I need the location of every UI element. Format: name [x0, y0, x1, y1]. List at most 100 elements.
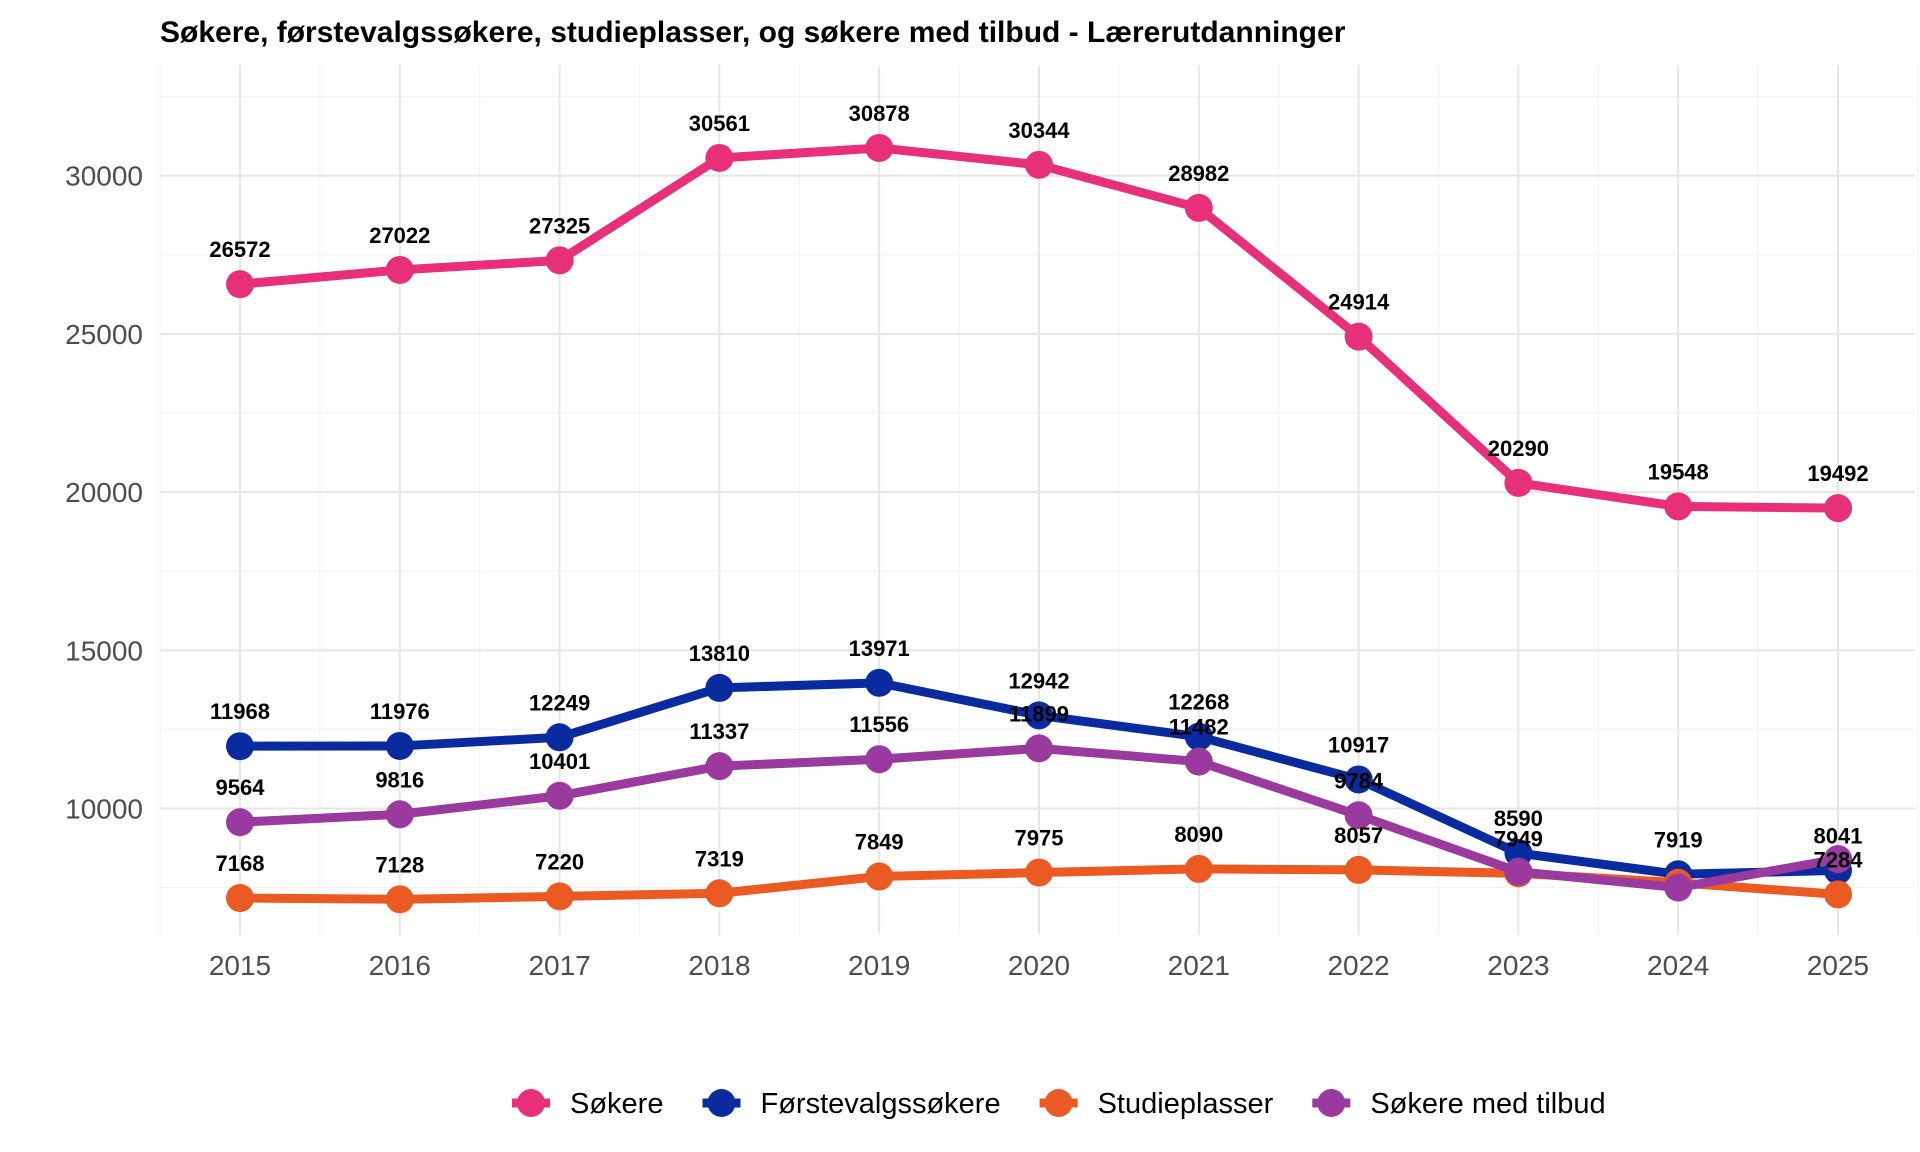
- data-label: 11968: [210, 699, 270, 724]
- data-label: 10401: [529, 749, 590, 774]
- legend-item: Førstevalgssøkere: [702, 1088, 1001, 1120]
- data-label: 7975: [1015, 826, 1064, 851]
- data-point: [1025, 701, 1053, 730]
- data-point: [865, 862, 894, 891]
- series-4: [226, 734, 1852, 902]
- data-point: [1344, 322, 1373, 351]
- data-label: 12268: [1168, 690, 1229, 715]
- data-label: 9564: [216, 775, 266, 800]
- data-label: 27022: [369, 223, 430, 248]
- x-tick-label: 2020: [1008, 950, 1070, 981]
- legend-label: Studieplasser: [1098, 1088, 1274, 1120]
- data-label: 8090: [1174, 822, 1223, 847]
- y-tick-label: 15000: [65, 635, 143, 666]
- data-point: [1025, 150, 1053, 179]
- x-tick-label: 2017: [528, 950, 590, 981]
- data-point: [1824, 880, 1852, 909]
- data-point: [705, 143, 734, 172]
- data-point: [1184, 193, 1213, 222]
- data-point: [1504, 468, 1533, 497]
- data-point: [1664, 873, 1693, 902]
- data-label: 11976: [370, 699, 430, 724]
- data-label: 11482: [1169, 715, 1229, 740]
- data-point: [1664, 492, 1693, 521]
- data-label: 19492: [1807, 461, 1868, 486]
- data-label: 11556: [849, 712, 909, 737]
- x-tick-label: 2016: [369, 950, 431, 981]
- legend-item: Søkere med tilbud: [1312, 1088, 1606, 1120]
- data-point: [1184, 747, 1213, 776]
- legend-swatch-point: [517, 1089, 545, 1117]
- data-point: [1184, 722, 1213, 751]
- x-tick-label: 2015: [209, 950, 271, 981]
- data-label: 9816: [375, 767, 424, 792]
- legend-swatch-point: [1044, 1089, 1073, 1117]
- y-tick-label: 10000: [65, 793, 143, 824]
- data-point: [1824, 494, 1852, 523]
- data-point: [1184, 854, 1213, 883]
- data-point: [545, 882, 574, 911]
- series-layer: [226, 133, 1852, 914]
- y-tick-label: 30000: [65, 161, 143, 192]
- data-label: 7284: [1814, 847, 1864, 872]
- data-point: [1025, 858, 1053, 887]
- data-point: [226, 732, 254, 761]
- data-label: 7919: [1654, 827, 1703, 852]
- x-tick-label: 2021: [1168, 950, 1230, 981]
- legend-swatch-point: [707, 1089, 736, 1117]
- data-point: [226, 270, 254, 299]
- data-point: [385, 255, 414, 284]
- data-point: [705, 752, 734, 781]
- data-point: [1344, 855, 1373, 884]
- data-label: 28982: [1168, 161, 1229, 186]
- x-tick-label: 2019: [848, 950, 910, 981]
- data-point: [545, 781, 574, 810]
- data-label: 11337: [689, 719, 749, 744]
- data-label: 7849: [855, 830, 904, 855]
- data-label: 13810: [689, 641, 750, 666]
- data-point: [705, 673, 734, 702]
- data-point: [226, 884, 254, 913]
- data-label: 8041: [1814, 823, 1863, 848]
- legend-label: Søkere: [570, 1088, 663, 1120]
- series-2: [226, 668, 1852, 889]
- data-point: [1824, 845, 1852, 874]
- data-label: 13971: [849, 636, 910, 661]
- data-label: 26572: [209, 237, 270, 262]
- legend-item: Søkere: [512, 1088, 663, 1120]
- data-point: [1344, 801, 1373, 830]
- y-tick-label: 25000: [65, 319, 143, 350]
- y-tick-label: 20000: [65, 477, 143, 508]
- legend-swatch-point: [1317, 1089, 1346, 1117]
- data-point: [545, 246, 574, 275]
- data-label: 30344: [1008, 118, 1070, 143]
- data-label: 19548: [1648, 459, 1709, 484]
- data-labels: 26572 27022 27325 30561 30878 30344 28982 24914…: [209, 101, 1868, 877]
- data-point: [865, 133, 894, 162]
- data-label: 12249: [529, 690, 590, 715]
- data-point: [226, 808, 254, 837]
- data-label: 8590: [1494, 806, 1543, 831]
- legend-label: Søkere med tilbud: [1370, 1088, 1605, 1120]
- data-label: 20290: [1488, 436, 1549, 461]
- x-tick-label: 2022: [1327, 950, 1389, 981]
- x-tick-label: 2018: [688, 950, 750, 981]
- data-label: 9784: [1334, 768, 1384, 793]
- series-1: [226, 133, 1852, 523]
- data-point: [865, 668, 894, 697]
- legend-item: Studieplasser: [1039, 1088, 1274, 1120]
- chart-title: Søkere, førstevalgssøkere, studieplasser…: [160, 16, 1346, 49]
- data-label: 7319: [695, 846, 744, 871]
- x-tick-label: 2023: [1487, 950, 1549, 981]
- data-point: [385, 885, 414, 914]
- data-label: 27325: [529, 213, 590, 238]
- data-point: [865, 745, 894, 774]
- data-label: 7128: [375, 852, 424, 877]
- data-label: 11899: [1009, 701, 1069, 726]
- data-point: [385, 731, 414, 760]
- data-point: [1344, 765, 1373, 794]
- data-label: 30561: [689, 111, 750, 136]
- data-point: [385, 800, 414, 829]
- data-label: 24914: [1328, 290, 1390, 315]
